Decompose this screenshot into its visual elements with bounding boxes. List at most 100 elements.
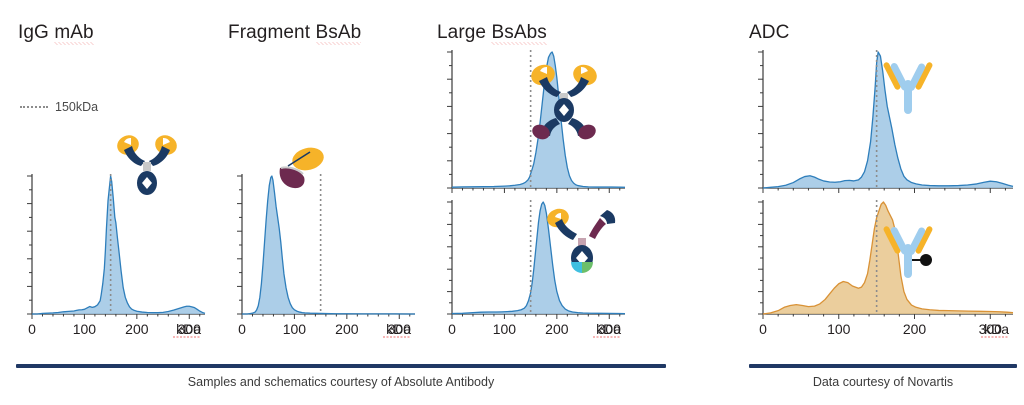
arm-notch-white: [555, 212, 561, 219]
large-bsab-bottom-shapes: [547, 208, 616, 273]
trace-area-fill: [452, 52, 625, 188]
adc-bottom-shapes: [883, 226, 933, 278]
trace-line: [242, 175, 415, 315]
x-axis-tick-label: 100: [827, 321, 851, 337]
fragment-lobe-purple: [279, 167, 305, 189]
lower-tip-right-purple: [578, 124, 596, 140]
large-bsab-top-shapes: [531, 64, 597, 140]
fc-notch-white: [142, 177, 152, 189]
x-axis-tick-label: 300: [178, 321, 202, 337]
plot-adc-top: [745, 46, 1017, 194]
heavy-chain-right-orange: [915, 62, 933, 90]
trace-area-fill: [763, 52, 1013, 188]
x-axis-unit-label: kDa: [984, 321, 1009, 337]
plot-large-bsabs-bottom: 0 100 200 300 kDa: [434, 196, 629, 340]
plot-igg-mab: 0 100 200 300 kDa: [14, 170, 209, 340]
legend-dotted-line-icon: [20, 106, 48, 108]
panel-title-adc: ADC: [749, 22, 789, 44]
trace-area-fill: [242, 176, 415, 314]
trace-line: [451, 201, 626, 315]
trace-area-fill: [452, 202, 625, 314]
x-axis-tick-label: 300: [598, 321, 622, 337]
panel-title-large-bsabs-plain: Large: [437, 22, 492, 43]
panel-title-large-bsabs-spell: BsAbs: [491, 22, 547, 47]
footer-caption-right: Data courtesy of Novartis: [812, 375, 954, 389]
plot-svg-adc-top: [758, 50, 1014, 193]
panel-title-fragment-bsab-plain: Fragment: [228, 22, 316, 43]
x-axis-tick-label: 0: [28, 321, 36, 337]
trace-area-fill: [763, 202, 1013, 314]
drug-payload-icon: [920, 254, 932, 266]
panel-title-igg-mab-plain: IgG: [18, 22, 55, 43]
x-axis-tick-label: 200: [903, 321, 927, 337]
fc-stem-blue: [904, 244, 912, 278]
fragment-linker-line: [287, 151, 311, 167]
fc-notch-white: [576, 251, 588, 265]
fc-lower-right-green: [582, 262, 593, 273]
fc-lower-left-cyan: [571, 262, 582, 273]
schematic-adc-antibody: [883, 58, 933, 118]
plot-adc-bottom: 0 100 200 300 kDa: [745, 196, 1017, 340]
light-chain-right-blue: [907, 63, 926, 91]
arm-left-navy: [555, 219, 577, 240]
heavy-chain-left-orange: [883, 226, 901, 254]
x-axis-tick-label: 200: [545, 321, 569, 337]
fab-tip-left-yellow: [117, 135, 139, 155]
hinge-grey: [143, 162, 151, 171]
lower-tip-left-purple: [532, 124, 550, 140]
schematic-fragment-bispecific: [272, 143, 332, 201]
footer-rule-right: [749, 364, 1017, 368]
fc-notch-white: [559, 104, 569, 116]
panel-title-igg-mab: IgG mAb: [18, 22, 94, 47]
fab-arm-left-navy: [539, 77, 561, 97]
plot-large-bsabs-top: [434, 46, 629, 194]
plot-fragment-bsab: 0 100 200 300 kDa: [224, 170, 419, 340]
trace-line: [762, 201, 1014, 315]
x-axis-tick-label: 100: [73, 321, 97, 337]
fc-stem-blue: [904, 80, 912, 114]
x-axis-tick-label: 0: [759, 321, 767, 337]
plot-svg-large-bsabs-top: [447, 50, 626, 193]
x-axis-tick-label: 300: [979, 321, 1003, 337]
panel-title-large-bsabs: Large BsAbs: [437, 22, 547, 47]
fab-notch-left-white: [540, 66, 547, 74]
schematic-adc-antibody-drug-conjugate: [883, 222, 943, 284]
fab-notch-right-white: [163, 137, 170, 145]
fragment-lobe-yellow: [292, 147, 324, 171]
schematic-large-multispecific: [545, 200, 621, 280]
trace-line: [32, 175, 206, 315]
hinge-mauve: [578, 238, 586, 246]
x-axis-tick-label: 100: [283, 321, 307, 337]
x-axis-tick-label: 300: [388, 321, 412, 337]
fab-notch-left-white: [124, 137, 131, 145]
arm-tip-right-navy: [600, 210, 616, 224]
panel-group-novartis: ADC 0 100 200 300 kDa: [735, 0, 1024, 405]
trace-area-fill: [32, 176, 205, 314]
fab-tip-right-yellow: [573, 64, 597, 86]
trace-line: [762, 51, 1014, 189]
adc-top-shapes: [883, 62, 933, 114]
x-axis-unit-label: kDa: [596, 321, 621, 337]
legend-150kda: 150kDa: [20, 100, 98, 114]
schematic-large-bispecific-four-arm: [528, 62, 600, 140]
x-axis-unit-label: kDa: [176, 321, 201, 337]
heavy-chain-left-orange: [883, 62, 901, 90]
fab-notch-right-white: [581, 66, 588, 74]
x-axis-tick-label: 0: [238, 321, 246, 337]
fragment-schematic-shapes: [279, 147, 324, 189]
x-axis-tick-label: 0: [448, 321, 456, 337]
footer-rule-left: [16, 364, 666, 368]
panel-title-adc-plain: ADC: [749, 22, 790, 43]
legend-label: 150kDa: [55, 100, 99, 114]
light-chain-right-blue: [907, 227, 926, 255]
fab-arm-right-navy: [567, 77, 589, 97]
panel-title-igg-mab-spell: mAb: [54, 22, 94, 47]
fab-arm-left-navy: [124, 146, 145, 166]
igg-schematic-shapes: [117, 135, 177, 195]
fab-tip-left-yellow: [531, 64, 555, 86]
